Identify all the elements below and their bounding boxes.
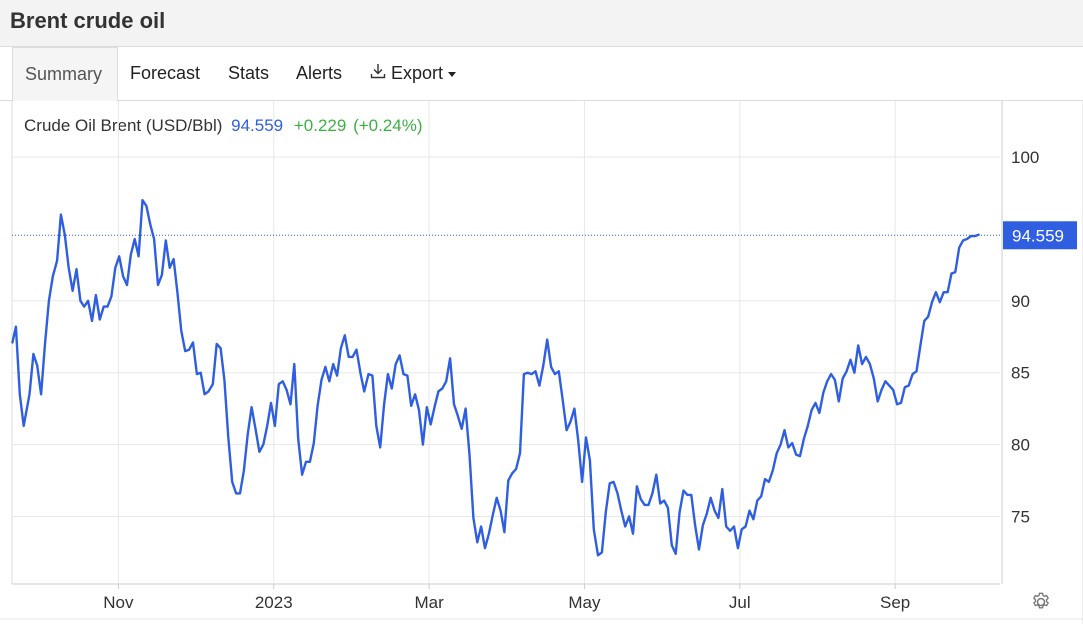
- y-tick-label: 80: [1011, 436, 1030, 455]
- download-icon: [369, 48, 387, 100]
- price-change-percent: (+0.24%): [353, 116, 423, 135]
- tab-summary[interactable]: Summary: [12, 47, 118, 102]
- series-line: [11, 199, 980, 557]
- tab-alerts-label: Alerts: [296, 63, 343, 83]
- gear-icon[interactable]: [1030, 591, 1052, 613]
- chart-grid: [12, 101, 1000, 584]
- x-tick-label: Mar: [414, 593, 444, 612]
- tab-forecast-label: Forecast: [130, 63, 201, 83]
- title-bar: Brent crude oil: [0, 0, 1083, 47]
- y-tick-label: 75: [1011, 507, 1030, 526]
- chevron-down-icon: [448, 71, 457, 77]
- series-layer: [11, 199, 980, 557]
- y-tick-label: 85: [1011, 364, 1030, 383]
- y-tick-label: 90: [1011, 292, 1030, 311]
- tab-bar: Summary Forecast Stats Alerts Export: [0, 47, 1083, 102]
- x-tick-label: Nov: [103, 593, 134, 612]
- tab-summary-label: Summary: [25, 64, 103, 84]
- x-axis-ticks: Nov 2023 Mar May Jul Sep: [103, 584, 910, 612]
- y-axis-ticks: 75 80 85 90 100: [1011, 148, 1039, 526]
- x-tick-label: Sep: [880, 593, 910, 612]
- x-tick-label: Jul: [729, 593, 751, 612]
- chart-legend: Crude Oil Brent (USD/Bbl) 94.559 +0.229 …: [24, 116, 423, 136]
- last-value-label-group: 94.559: [1003, 221, 1077, 250]
- price-change: +0.229: [293, 116, 347, 135]
- tab-stats-label: Stats: [228, 63, 270, 83]
- page-title: Brent crude oil: [10, 8, 166, 33]
- tab-alerts[interactable]: Alerts: [296, 47, 342, 101]
- export-button[interactable]: Export: [369, 47, 457, 101]
- tab-stats[interactable]: Stats: [228, 47, 269, 101]
- last-value-label: 94.559: [1012, 226, 1064, 245]
- y-tick-label: 100: [1011, 148, 1039, 167]
- tab-forecast[interactable]: Forecast: [130, 47, 200, 101]
- x-tick-label: May: [568, 593, 601, 612]
- series-name: Crude Oil Brent (USD/Bbl): [24, 116, 223, 135]
- x-tick-label: 2023: [255, 593, 293, 612]
- export-label: Export: [391, 63, 444, 83]
- last-price: 94.559: [231, 116, 284, 135]
- last-value-box: [1003, 221, 1077, 250]
- price-chart[interactable]: 75 80 85 90 100 Nov 2023 Mar May Jul Sep 94.559: [0, 101, 1083, 624]
